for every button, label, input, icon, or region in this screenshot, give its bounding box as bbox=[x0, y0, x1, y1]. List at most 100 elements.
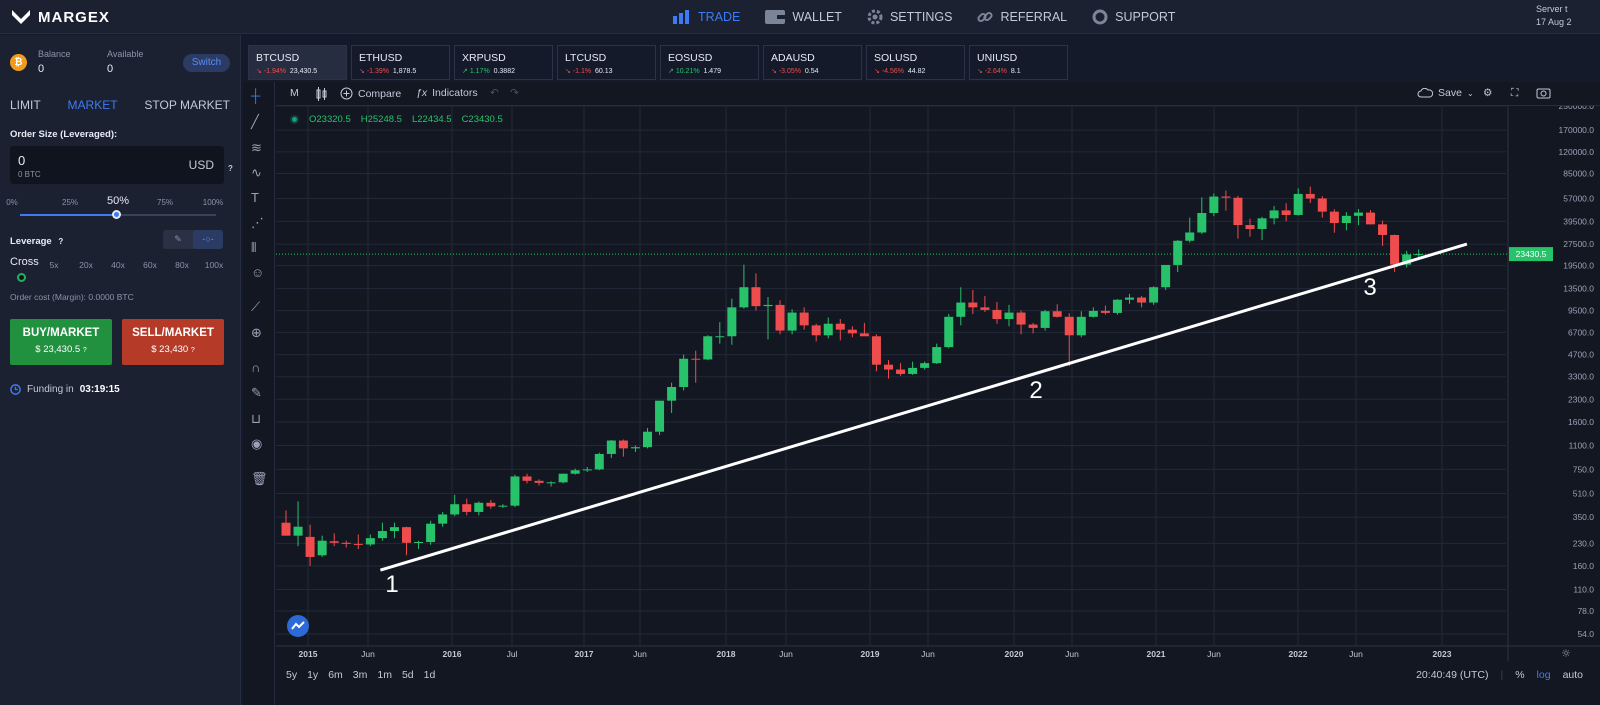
candle-body[interactable] bbox=[606, 440, 616, 454]
nav-trade[interactable]: TRADE bbox=[673, 10, 740, 24]
leverage-mark[interactable]: 60x bbox=[143, 260, 157, 270]
fullscreen-icon[interactable]: ⛶ bbox=[1511, 87, 1519, 99]
candle-body[interactable] bbox=[1016, 312, 1026, 325]
timeframe-5d[interactable]: 5d bbox=[401, 669, 414, 681]
sell-help-icon[interactable]: ? bbox=[190, 347, 195, 354]
candle-body[interactable] bbox=[1137, 297, 1147, 303]
candle-body[interactable] bbox=[1414, 254, 1424, 256]
leverage-help-icon[interactable]: ? bbox=[58, 237, 64, 246]
candle-body[interactable] bbox=[1269, 210, 1279, 219]
candle-body[interactable] bbox=[389, 527, 399, 532]
margex-logo[interactable]: MARGEX bbox=[10, 6, 110, 28]
ticker-tab-btcusd[interactable]: BTCUSD ↘ -1.94% 23,430.5 bbox=[248, 45, 347, 80]
candle-body[interactable] bbox=[1185, 232, 1195, 241]
symbol-visibility-icon[interactable] bbox=[290, 115, 299, 124]
pct-mark-current[interactable]: 50% bbox=[106, 195, 130, 207]
ticker-tab-xrpusd[interactable]: XRPUSD ↗ 1.17% 0.3882 bbox=[454, 45, 553, 80]
candle-body[interactable] bbox=[450, 504, 460, 515]
nav-support[interactable]: SUPPORT bbox=[1092, 9, 1175, 25]
candle-body[interactable] bbox=[859, 333, 869, 337]
leverage-mark[interactable]: 80x bbox=[175, 260, 189, 270]
candle-body[interactable] bbox=[281, 522, 291, 536]
candle-body[interactable] bbox=[1209, 196, 1219, 213]
compare-button[interactable]: Compare bbox=[340, 87, 401, 100]
candle-body[interactable] bbox=[920, 363, 930, 368]
candlestick-chart[interactable]: 250000.0170000.0120000.085000.057000.039… bbox=[276, 106, 1600, 661]
candle-body[interactable] bbox=[293, 526, 303, 536]
candle-body[interactable] bbox=[510, 476, 520, 506]
timeframe-3m[interactable]: 3m bbox=[352, 669, 368, 681]
pct-mark[interactable]: 0% bbox=[6, 198, 18, 207]
candle-body[interactable] bbox=[932, 347, 942, 364]
candle-body[interactable] bbox=[1076, 316, 1086, 336]
log-scale-toggle[interactable]: log bbox=[1536, 669, 1551, 681]
candle-body[interactable] bbox=[1378, 224, 1388, 235]
brush-icon[interactable]: ∿ bbox=[251, 165, 262, 180]
ticker-tab-uniusd[interactable]: UNIUSD ↘ -2.64% 8.1 bbox=[969, 45, 1068, 80]
eye-icon[interactable]: ◉ bbox=[251, 436, 263, 451]
fib-tool-icon[interactable]: ≋ bbox=[251, 140, 262, 155]
candle-body[interactable] bbox=[751, 287, 761, 307]
order-size-help-icon[interactable]: ? bbox=[228, 164, 233, 173]
ticker-tab-eosusd[interactable]: EOSUSD ↗ 10.21% 1.479 bbox=[660, 45, 759, 80]
ticker-tab-adausd[interactable]: ADAUSD ↘ -3.05% 0.54 bbox=[763, 45, 862, 80]
candle-body[interactable] bbox=[763, 304, 773, 307]
candle-body[interactable] bbox=[787, 312, 797, 331]
candle-body[interactable] bbox=[1233, 197, 1243, 226]
candle-body[interactable] bbox=[1402, 254, 1412, 265]
candle-type-icon[interactable] bbox=[316, 87, 328, 101]
candle-body[interactable] bbox=[534, 480, 544, 483]
pattern-tool-icon[interactable]: ⋰ bbox=[251, 215, 264, 230]
candle-body[interactable] bbox=[402, 527, 411, 543]
candle-body[interactable] bbox=[1221, 196, 1231, 198]
pct-mark[interactable]: 25% bbox=[61, 198, 79, 207]
candle-body[interactable] bbox=[908, 367, 918, 374]
candle-body[interactable] bbox=[1052, 311, 1062, 317]
candle-body[interactable] bbox=[1293, 193, 1303, 215]
candle-body[interactable] bbox=[594, 453, 604, 470]
order-size-input[interactable]: 0 0 BTC USD bbox=[10, 146, 224, 184]
candle-body[interactable] bbox=[799, 312, 809, 326]
candle-body[interactable] bbox=[582, 469, 592, 471]
size-slider-handle[interactable] bbox=[112, 210, 121, 219]
candle-body[interactable] bbox=[498, 505, 508, 507]
leverage-slider-handle[interactable] bbox=[17, 273, 26, 282]
ruler-icon[interactable]: ⟋ bbox=[251, 299, 261, 314]
candle-body[interactable] bbox=[317, 540, 327, 556]
leverage-mark[interactable]: 100x bbox=[204, 260, 224, 270]
timeframe-1y[interactable]: 1y bbox=[307, 669, 319, 681]
candle-body[interactable] bbox=[353, 543, 363, 545]
candle-body[interactable] bbox=[1004, 312, 1014, 320]
pct-mark[interactable]: 75% bbox=[156, 198, 174, 207]
candle-body[interactable] bbox=[896, 369, 906, 374]
prediction-tool-icon[interactable]: ⫴ bbox=[251, 240, 257, 255]
candle-body[interactable] bbox=[655, 400, 665, 432]
candle-body[interactable] bbox=[811, 325, 821, 336]
candle-body[interactable] bbox=[365, 538, 375, 545]
candle-body[interactable] bbox=[703, 336, 713, 360]
leverage-mark[interactable]: 5x bbox=[49, 260, 59, 270]
candle-body[interactable] bbox=[992, 309, 1002, 320]
candle-body[interactable] bbox=[956, 302, 966, 317]
save-button[interactable]: Save ⌄ bbox=[1417, 87, 1474, 99]
buy-market-button[interactable]: BUY/MARKET $ 23,430.5 ? bbox=[10, 319, 112, 365]
candle-body[interactable] bbox=[691, 358, 701, 360]
candle-body[interactable] bbox=[570, 470, 580, 474]
candle-body[interactable] bbox=[1366, 212, 1375, 225]
magnet-icon[interactable]: ∩ bbox=[251, 360, 261, 375]
ticker-tab-ethusd[interactable]: ETHUSD ↘ -1.39% 1,878.5 bbox=[351, 45, 450, 80]
sell-market-button[interactable]: SELL/MARKET $ 23,430 ? bbox=[122, 319, 224, 365]
candle-body[interactable] bbox=[341, 542, 351, 544]
candle-body[interactable] bbox=[474, 502, 484, 512]
candle-body[interactable] bbox=[546, 482, 556, 484]
undo-icon[interactable]: ↶ bbox=[490, 87, 499, 99]
candle-body[interactable] bbox=[1112, 299, 1122, 313]
candle-body[interactable] bbox=[377, 531, 387, 539]
candle-body[interactable] bbox=[1341, 215, 1351, 224]
interval-button[interactable]: M bbox=[290, 87, 299, 99]
candle-body[interactable] bbox=[1161, 264, 1171, 288]
chart-settings-gear-icon[interactable]: ⚙ bbox=[1483, 87, 1493, 99]
candle-body[interactable] bbox=[667, 386, 677, 401]
percent-scale-toggle[interactable]: % bbox=[1515, 669, 1525, 681]
axis-settings-icon[interactable]: ☼ bbox=[1561, 647, 1571, 660]
